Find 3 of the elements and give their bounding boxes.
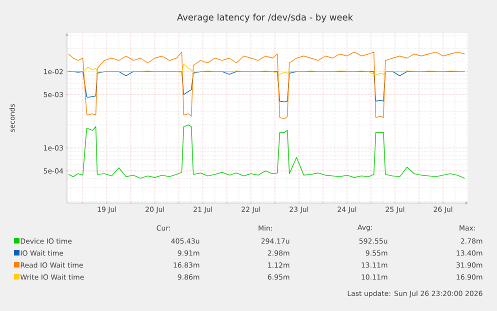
chart-title: Average latency for /dev/sda - by week	[177, 14, 354, 22]
line-series	[68, 52, 465, 120]
line-series	[68, 64, 465, 76]
